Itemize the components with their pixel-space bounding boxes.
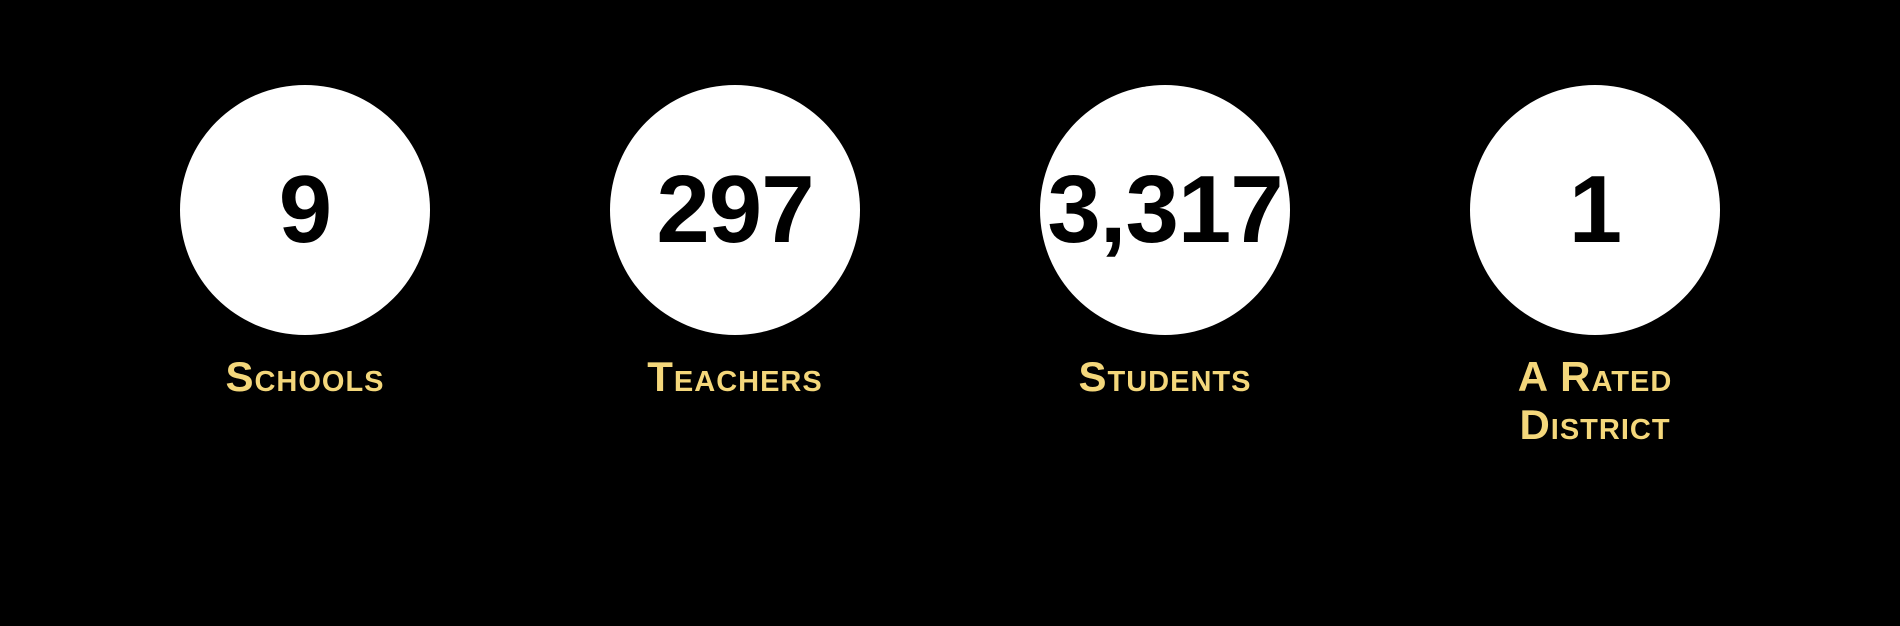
stat-schools: 9 Schools <box>180 85 430 450</box>
stat-teachers: 297 Teachers <box>610 85 860 450</box>
stat-value: 1 <box>1569 155 1621 265</box>
stat-value: 9 <box>279 155 331 265</box>
stat-district-rating: 1 A Rated District <box>1470 85 1720 450</box>
stat-circle: 297 <box>610 85 860 335</box>
stat-students: 3,317 Students <box>1040 85 1290 450</box>
stat-value: 3,317 <box>1047 155 1282 265</box>
stat-label: A Rated District <box>1518 353 1673 450</box>
stat-circle: 3,317 <box>1040 85 1290 335</box>
stat-circle: 1 <box>1470 85 1720 335</box>
stat-value: 297 <box>656 155 813 265</box>
stats-row: 9 Schools 297 Teachers 3,317 Students 1 … <box>180 85 1720 450</box>
stat-label: Students <box>1079 353 1252 401</box>
stat-label: Schools <box>225 353 384 401</box>
stat-circle: 9 <box>180 85 430 335</box>
stat-label: Teachers <box>647 353 822 401</box>
